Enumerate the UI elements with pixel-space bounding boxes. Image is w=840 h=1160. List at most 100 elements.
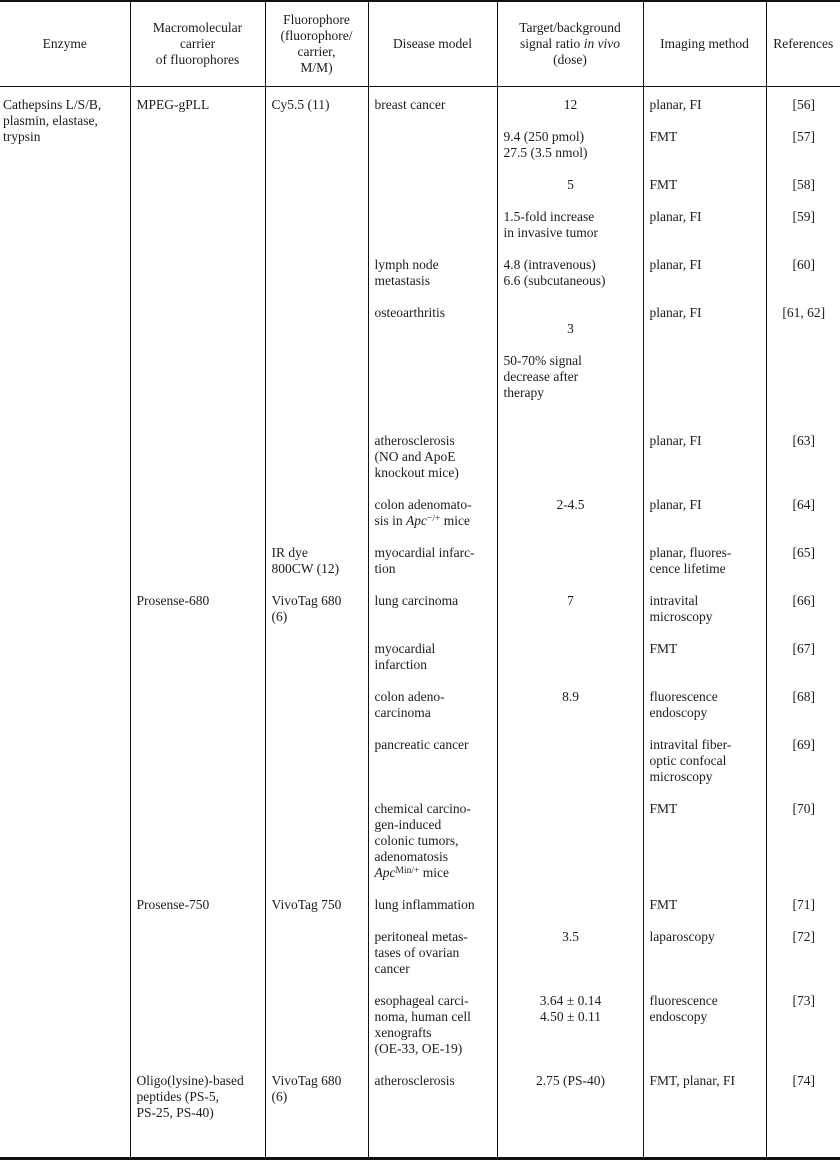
cell-disease-model: chemical carcino- gen-induced colonic tu… xyxy=(367,801,497,897)
cell-signal-ratio: 5 xyxy=(496,177,643,209)
table-row: myocardial infarction FMT [67] xyxy=(0,641,840,689)
cell-signal-ratio: 7 xyxy=(496,593,643,641)
cell-signal-ratio: 8.9 xyxy=(496,689,643,737)
cell-disease-model: breast cancer xyxy=(367,86,497,257)
table-row: chemical carcino- gen-induced colonic tu… xyxy=(0,801,840,897)
disease-text: chemical carcino- gen-induced colonic tu… xyxy=(374,801,471,864)
cell-imaging-method: FMT xyxy=(642,641,766,689)
table-row: Prosense-680 VivoTag 680 (6) lung carcin… xyxy=(0,593,840,897)
cell-signal-ratio: 4.8 (intravenous) 6.6 (subcutaneous) xyxy=(496,257,643,305)
cell-disease-model: osteoarthritis xyxy=(367,305,497,433)
cell-disease-model: colon adenomato- sis in Apc−/+ mice xyxy=(367,497,497,545)
cell-reference: [61, 62] xyxy=(765,305,840,433)
table-row: 5 FMT [58] xyxy=(0,177,840,209)
cell-fluorophore: IR dye 800CW (12) xyxy=(264,545,368,593)
cell-imaging-method: planar, FI xyxy=(642,209,766,257)
cell-reference: [68] xyxy=(765,689,840,737)
cell-imaging-method: FMT xyxy=(642,801,766,897)
cell-signal-ratio: 9.4 (250 pmol) 27.5 (3.5 nmol) xyxy=(496,129,643,177)
cell-signal-ratio xyxy=(496,897,643,929)
ratio-header-text: Target/background signal ratio xyxy=(519,20,621,51)
disease-text: mice xyxy=(440,513,470,528)
disease-text: colon adenomato- sis in xyxy=(374,497,472,528)
col-header-signal-ratio: Target/background signal ratio in vivo (… xyxy=(496,1,643,87)
table-row: atherosclerosis (NO and ApoE knockout mi… xyxy=(0,433,840,497)
cell-signal-ratio: 2.75 (PS-40) xyxy=(496,1073,643,1159)
cell-carrier: Oligo(lysine)-based peptides (PS-5, PS-2… xyxy=(129,1073,265,1159)
ratio-header-dose: (dose) xyxy=(553,52,587,67)
cell-reference: [59] xyxy=(765,209,840,257)
cell-disease-model: colon adeno- carcinoma xyxy=(367,689,497,737)
col-header-references: References xyxy=(765,1,840,87)
cell-disease-model: pancreatic cancer xyxy=(367,737,497,801)
ratio-note: 50-70% signal decrease after therapy xyxy=(503,353,582,400)
cell-reference: [67] xyxy=(765,641,840,689)
cell-signal-ratio xyxy=(496,545,643,593)
cell-enzyme: Cathepsins L/S/B, plasmin, elastase, try… xyxy=(3,97,102,144)
gene-name-italic: Apc xyxy=(374,865,396,880)
in-vivo-italic: in vivo xyxy=(583,36,621,51)
cell-carrier: Prosense-750 xyxy=(129,897,265,1073)
cell-imaging-method: planar, FI xyxy=(642,433,766,497)
table-row: colon adenomato- sis in Apc−/+ mice 2-4.… xyxy=(0,497,840,545)
table-row: 9.4 (250 pmol) 27.5 (3.5 nmol) FMT [57] xyxy=(0,129,840,177)
gene-name-italic: Apc xyxy=(406,513,428,528)
cell-reference: [65] xyxy=(765,545,840,593)
col-header-fluorophore: Fluorophore (fluorophore/ carrier, M/M) xyxy=(264,1,368,87)
col-header-carrier: Macromolecular carrier of fluorophores xyxy=(129,1,265,87)
cell-reference: [66] xyxy=(765,593,840,641)
table-row: esophageal carci- noma, human cell xenog… xyxy=(0,993,840,1073)
cell-reference: [63] xyxy=(765,433,840,497)
cell-reference: [70] xyxy=(765,801,840,897)
cell-reference: [71] xyxy=(765,897,840,929)
cell-imaging-method: FMT xyxy=(642,177,766,209)
cell-imaging-method: planar, FI xyxy=(642,86,766,129)
cell-disease-model: atherosclerosis (NO and ApoE knockout mi… xyxy=(367,433,497,497)
table-row: Cathepsins L/S/B, plasmin, elastase, try… xyxy=(0,86,840,593)
cell-imaging-method: planar, FI xyxy=(642,257,766,305)
table-row: lymph node metastasis 4.8 (intravenous) … xyxy=(0,257,840,305)
cell-imaging-method: intravital microscopy xyxy=(642,593,766,641)
genotype-superscript: −/+ xyxy=(427,513,441,524)
disease-text: mice xyxy=(419,865,449,880)
genotype-superscript: Min/+ xyxy=(395,865,420,876)
cell-fluorophore: VivoTag 750 xyxy=(264,897,368,1073)
cell-carrier: MPEG-gPLL xyxy=(129,86,265,593)
table-row: peritoneal metas- tases of ovarian cance… xyxy=(0,929,840,993)
table-body: Cathepsins L/S/B, plasmin, elastase, try… xyxy=(0,86,840,1159)
cell-signal-ratio: 1.5-fold increase in invasive tumor xyxy=(496,209,643,257)
table-header: Enzyme Macromolecular carrier of fluorop… xyxy=(0,1,840,87)
table-row: colon adeno- carcinoma 8.9 fluorescence … xyxy=(0,689,840,737)
cell-reference: [73] xyxy=(765,993,840,1073)
cell-imaging-method: planar, FI xyxy=(642,497,766,545)
table-row: 1.5-fold increase in invasive tumor plan… xyxy=(0,209,840,257)
cell-signal-ratio: 3.64 ± 0.14 4.50 ± 0.11 xyxy=(496,993,643,1073)
cell-disease-model: lung carcinoma xyxy=(367,593,497,641)
table-row: IR dye 800CW (12) myocardial infarc- tio… xyxy=(0,545,840,593)
cell-disease-model: lung inflammation xyxy=(367,897,497,929)
ratio-value: 3 xyxy=(567,321,574,336)
col-header-enzyme: Enzyme xyxy=(0,1,130,87)
cell-carrier: Prosense-680 xyxy=(129,593,265,897)
cell-signal-ratio: 3.5 xyxy=(496,929,643,993)
cell-disease-model: peritoneal metas- tases of ovarian cance… xyxy=(367,929,497,993)
cell-imaging-method: fluorescence endoscopy xyxy=(642,993,766,1073)
cell-reference: [69] xyxy=(765,737,840,801)
cell-disease-model: myocardial infarction xyxy=(367,641,497,689)
cell-fluorophore: Cy5.5 (11) xyxy=(264,86,368,545)
cell-reference: [56] xyxy=(765,86,840,129)
cell-signal-ratio: 12 xyxy=(496,86,643,129)
cell-imaging-method: fluorescence endoscopy xyxy=(642,689,766,737)
cell-fluorophore: VivoTag 680 (6) xyxy=(264,1073,368,1159)
col-header-disease-model: Disease model xyxy=(367,1,497,87)
cell-signal-ratio: 2-4.5 xyxy=(496,497,643,545)
cell-reference: [57] xyxy=(765,129,840,177)
cell-disease-model: atherosclerosis xyxy=(367,1073,497,1159)
cell-reference: [74] xyxy=(765,1073,840,1159)
cell-disease-model: lymph node metastasis xyxy=(367,257,497,305)
cell-signal-ratio xyxy=(496,641,643,689)
cell-signal-ratio xyxy=(496,737,643,801)
cell-imaging-method: FMT xyxy=(642,129,766,177)
cell-imaging-method: planar, FI xyxy=(642,305,766,433)
